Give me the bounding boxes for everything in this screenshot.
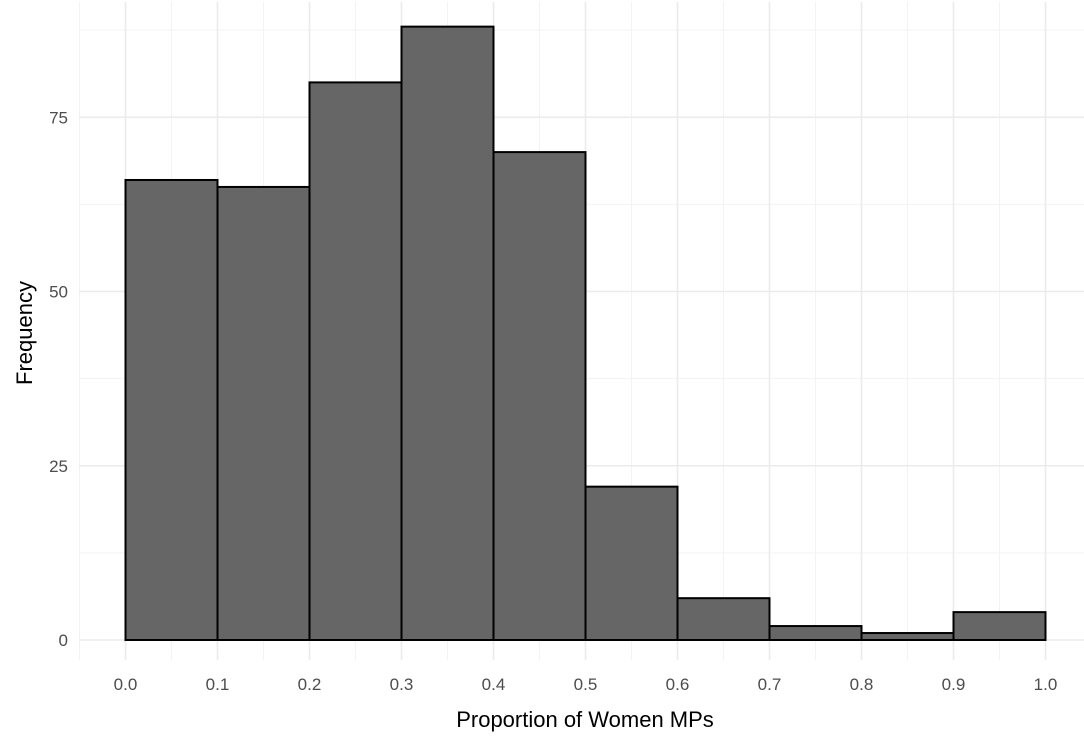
y-axis-tick-labels: 0 25 50 75	[49, 108, 68, 650]
y-tick-label: 50	[49, 283, 68, 302]
x-tick-label: 0.5	[574, 675, 598, 694]
x-tick-label: 0.8	[850, 675, 874, 694]
histogram-bar-7	[768, 625, 863, 641]
x-axis-tick-labels: 0.0 0.1 0.2 0.3 0.4 0.5 0.6 0.7 0.8 0.9 1.0	[114, 675, 1058, 694]
y-axis-title: Frequency	[12, 281, 37, 385]
x-tick-label: 0.9	[942, 675, 966, 694]
x-tick-label: 0.7	[758, 675, 782, 694]
histogram-bar-8	[860, 632, 955, 642]
histogram-bar-5	[584, 485, 679, 641]
x-axis-title: Proportion of Women MPs	[456, 707, 714, 732]
histogram-bar-6	[676, 597, 771, 641]
histogram-bar-3	[400, 25, 495, 641]
histogram-bars	[124, 25, 1047, 642]
x-tick-label: 0.0	[114, 675, 138, 694]
x-tick-label: 0.2	[298, 675, 322, 694]
x-tick-label: 0.1	[206, 675, 230, 694]
histogram-bar-1	[216, 185, 311, 641]
y-tick-label: 25	[49, 457, 68, 476]
y-tick-label: 0	[59, 631, 68, 650]
x-tick-label: 1.0	[1034, 675, 1058, 694]
x-tick-label: 0.6	[666, 675, 690, 694]
histogram-bar-0	[124, 178, 219, 641]
x-tick-label: 0.4	[482, 675, 506, 694]
x-tick-label: 0.3	[390, 675, 414, 694]
histogram-bar-9	[952, 611, 1047, 641]
histogram-bar-4	[492, 151, 587, 641]
y-tick-label: 75	[49, 108, 68, 127]
histogram-bar-2	[308, 81, 403, 641]
